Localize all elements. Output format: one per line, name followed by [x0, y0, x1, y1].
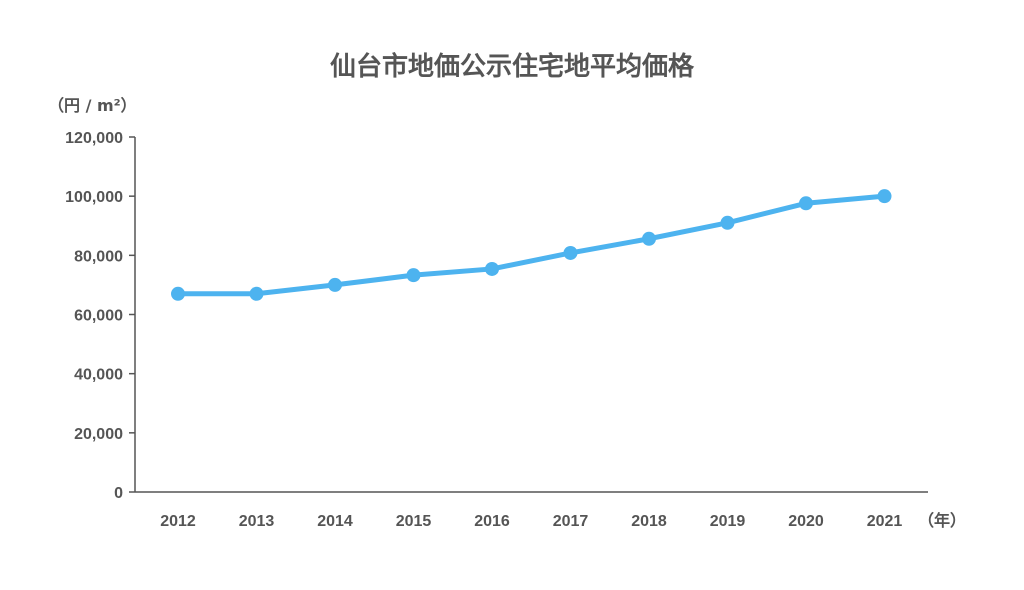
y-tick-label: 60,000 [74, 308, 123, 325]
x-tick-label: 2017 [553, 513, 589, 530]
data-point [642, 231, 656, 246]
x-tick-label: 2012 [160, 513, 196, 530]
x-axis-unit-label: （年） [918, 511, 966, 530]
x-tick-label: 2013 [239, 513, 275, 530]
x-tick-label: 2019 [710, 513, 746, 530]
series-line [175, 193, 887, 297]
series-group [171, 189, 892, 301]
x-tick-label: 2016 [474, 513, 510, 530]
x-tick-label: 2018 [631, 513, 667, 530]
x-tick-label: 2021 [867, 513, 903, 530]
y-tick-label: 40,000 [74, 367, 123, 384]
y-tick-label: 0 [114, 485, 123, 502]
x-tick-label: 2015 [396, 513, 432, 530]
data-point [720, 215, 735, 230]
y-axis-ticks: 0 20,000 40,000 60,000 80,000 100,000 120,000 [65, 130, 135, 502]
y-tick-label: 20,000 [74, 426, 123, 443]
data-point [563, 245, 578, 260]
y-tick-label: 80,000 [74, 248, 123, 265]
data-point [328, 277, 342, 292]
chart-title: 仙台市地価公示住宅地平均価格 [330, 51, 695, 82]
x-tick-label: 2014 [317, 513, 353, 530]
data-point [799, 196, 813, 211]
data-point [406, 268, 421, 283]
data-point [171, 286, 185, 301]
y-tick-label: 100,000 [65, 189, 123, 206]
y-tick-label: 120,000 [65, 130, 123, 147]
x-axis-ticks: 2012 2013 2014 2015 2016 2017 2018 2019 2020 2021 [160, 513, 902, 530]
x-tick-label: 2020 [788, 513, 824, 530]
y-axis-unit-label: （円 / m²） [48, 96, 137, 115]
data-point [249, 286, 264, 301]
data-point [877, 189, 892, 204]
data-point [485, 261, 499, 276]
